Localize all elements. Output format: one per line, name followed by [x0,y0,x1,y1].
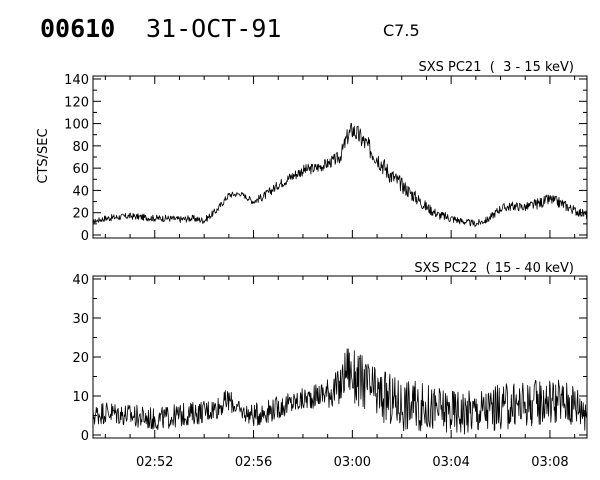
x-tick-label: 03:08 [531,455,568,470]
event-date: 31-OCT-91 [146,14,282,43]
y-tick-label: 120 [64,95,89,110]
y-axis-label-pc21: CTS/SEC [36,128,51,183]
y-tick-label: 80 [72,140,89,155]
x-tick-label: 02:56 [235,455,272,470]
y-tick-label: 0 [81,429,89,444]
y-tick-label: 40 [72,184,89,199]
series-line [92,122,588,228]
y-tick-label: 30 [72,312,89,327]
y-tick-label: 20 [72,207,89,222]
x-tick-label: 03:00 [334,455,371,470]
y-tick-label: 10 [72,390,89,405]
panel-pc21: SXS PC21 ( 3 - 15 keV) CTS/SEC 0 20 40 60 80… [36,60,588,244]
y-tick-label: 140 [64,73,89,88]
panel-title-pc22: SXS PC22 ( 15 - 40 keV) [414,261,574,276]
series-line [92,348,588,435]
y-tick-label: 60 [72,162,89,177]
y-tick-label: 40 [72,273,89,288]
flare-class: C7.5 [383,21,420,40]
panel-pc22: SXS PC22 ( 15 - 40 keV) 0 10 20 30 40 02:52 02… [72,261,588,470]
y-tick-label: 20 [72,351,89,366]
y-tick-label: 0 [81,229,89,244]
panel-title-pc21: SXS PC21 ( 3 - 15 keV) [418,60,574,75]
y-tick-label: 100 [64,118,89,133]
x-tick-label: 03:04 [432,455,469,470]
x-tick-label: 02:52 [136,455,173,470]
event-id: 00610 [40,14,116,43]
plot-frame [92,75,588,239]
